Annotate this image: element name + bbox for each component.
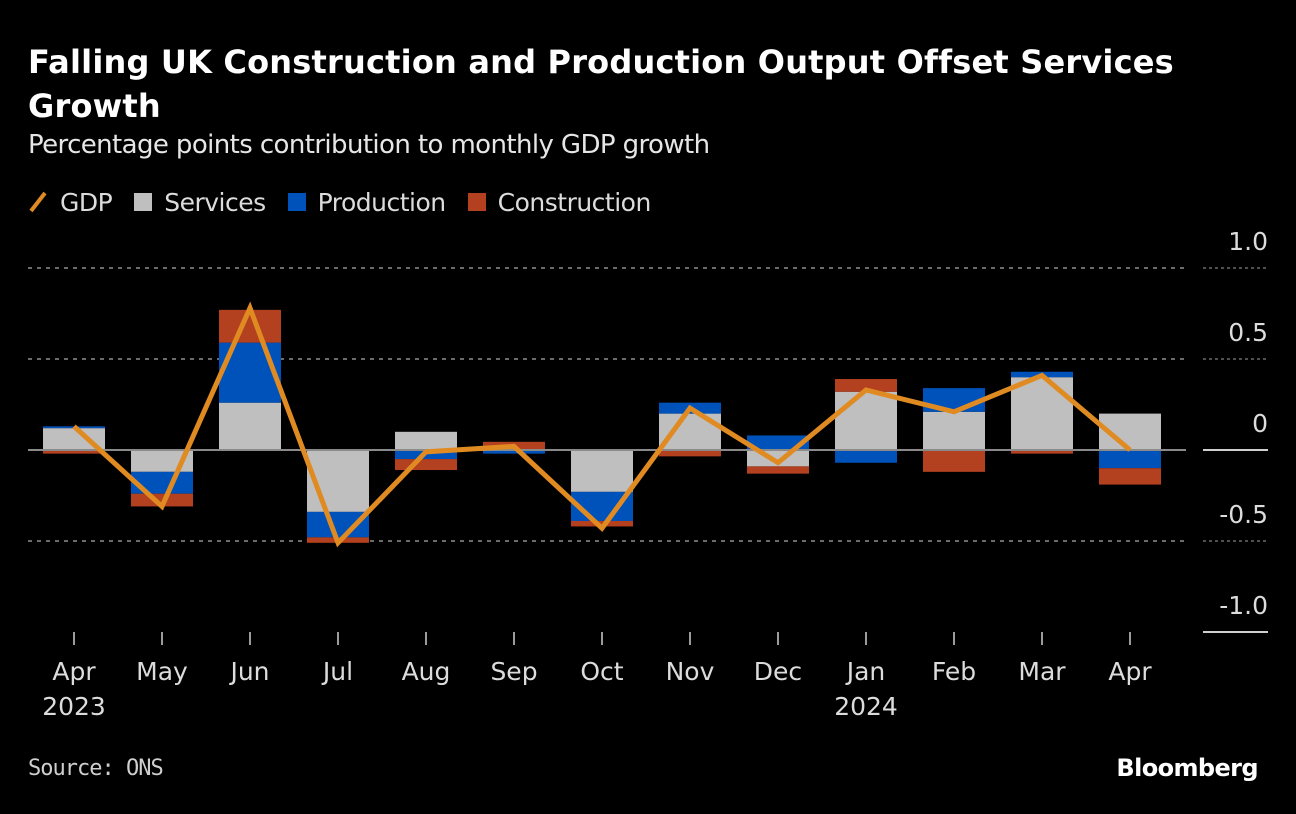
x-tick-label: Feb	[932, 657, 976, 686]
square-swatch-icon	[287, 193, 306, 211]
y-tick-label: -1.0	[1219, 591, 1268, 620]
bar-construction-0	[43, 450, 105, 454]
legend-item-gdp: GDP	[28, 187, 113, 217]
bloomberg-logo: Bloomberg	[1116, 754, 1258, 782]
bar-construction-11	[1011, 450, 1073, 454]
x-tick-label: Jan	[845, 657, 886, 686]
bar-production-1	[131, 471, 193, 494]
bar-construction-12	[1099, 468, 1161, 485]
legend-label-production: Production	[317, 187, 447, 217]
bar-production-5	[483, 450, 545, 454]
x-tick-label: May	[136, 657, 188, 686]
bar-construction-4	[395, 459, 457, 471]
bar-services-10	[923, 411, 985, 450]
bar-construction-1	[131, 493, 193, 507]
x-tick-label: Aug	[402, 657, 451, 686]
legend-item-production: Production	[287, 187, 447, 217]
line-swatch-icon	[29, 191, 47, 213]
x-tick-label: Apr	[52, 657, 96, 686]
bar-construction-6	[571, 520, 633, 527]
x-tick-year-label: 2023	[42, 692, 106, 721]
x-tick-label: Jul	[321, 657, 353, 686]
bar-construction-8	[747, 466, 809, 474]
square-swatch-icon	[467, 193, 486, 211]
square-swatch-icon	[134, 193, 153, 211]
x-tick-label: Sep	[490, 657, 537, 686]
bar-production-12	[1099, 450, 1161, 469]
bar-production-9	[835, 450, 897, 463]
legend-label-construction: Construction	[497, 187, 652, 217]
bar-services-0	[43, 428, 105, 450]
x-tick-year-label: 2024	[834, 692, 898, 721]
bar-construction-2	[219, 309, 281, 343]
x-tick-label: Mar	[1018, 657, 1066, 686]
source-note: Source: ONS	[28, 756, 164, 781]
legend-item-services: Services	[134, 187, 266, 217]
y-tick-label: 1.0	[1228, 227, 1268, 256]
bar-construction-7	[659, 450, 721, 457]
bar-services-9	[835, 391, 897, 450]
bar-construction-10	[923, 450, 985, 472]
x-axis: Apr 2023 May Jun Jul Aug Sep Oct Nov Dec Jan 2024 Fe…	[42, 632, 1152, 721]
legend: GDP Services Production Construction	[28, 184, 673, 220]
bar-construction-9	[835, 379, 897, 392]
bar-services-6	[571, 450, 633, 492]
x-tick-label: Dec	[754, 657, 802, 686]
chart-title: Falling UK Construction and Production O…	[28, 43, 1174, 125]
y-tick-label: 0.5	[1228, 318, 1268, 347]
bar-production-3	[307, 511, 369, 538]
legend-item-construction: Construction	[467, 187, 652, 217]
bar-production-8	[747, 435, 809, 450]
y-axis: 1.0 0.5 0 -0.5 -1.0	[1203, 227, 1268, 633]
gdp-line-layer	[72, 301, 1132, 548]
x-tick-label: Nov	[666, 657, 715, 686]
bar-services-2	[219, 402, 281, 450]
bars	[43, 309, 1161, 543]
x-tick-label: Oct	[580, 657, 623, 686]
legend-label-gdp: GDP	[60, 187, 113, 217]
legend-label-services: Services	[164, 187, 266, 217]
x-tick-label: Apr	[1108, 657, 1152, 686]
y-tick-label: 0	[1252, 409, 1268, 438]
y-tick-label: -0.5	[1219, 500, 1268, 529]
x-tick-label: Jun	[228, 657, 269, 686]
bar-services-4	[395, 431, 457, 450]
chart-subtitle: Percentage points contribution to monthl…	[28, 130, 710, 160]
bar-services-11	[1011, 377, 1073, 450]
